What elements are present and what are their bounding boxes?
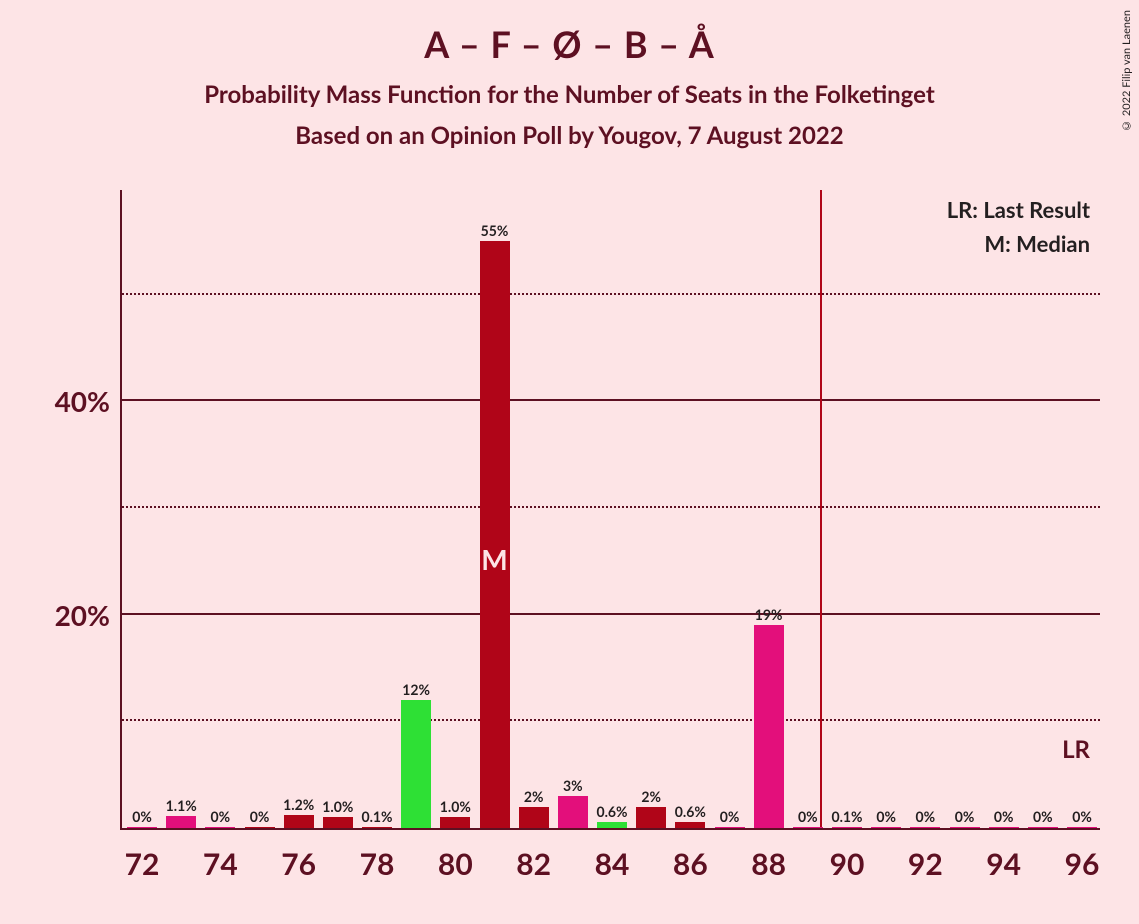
bar: 0% — [127, 827, 157, 828]
bar: 12% — [401, 700, 431, 828]
x-axis-label: 88 — [751, 846, 786, 882]
x-axis-label: 96 — [1065, 846, 1100, 882]
bar: 2% — [636, 807, 666, 828]
last-result-line — [820, 190, 822, 828]
last-result-marker: LR — [1062, 735, 1090, 764]
bar-value-label: 0% — [798, 808, 818, 825]
x-axis-label: 92 — [908, 846, 943, 882]
bar-value-label: 0% — [994, 808, 1014, 825]
bar-value-label: 1.0% — [322, 798, 353, 815]
bar-value-label: 0% — [916, 808, 936, 825]
bar-value-label: 0% — [132, 808, 152, 825]
chart-area: LR: Last Result M: Median 20%40%72747678… — [110, 190, 1110, 830]
x-axis-label: 72 — [125, 846, 160, 882]
bar-value-label: 19% — [755, 606, 783, 623]
bar-value-label: 0% — [876, 808, 896, 825]
bar-value-label: 1.1% — [166, 797, 197, 814]
y-axis-label: 20% — [55, 598, 110, 632]
x-axis-label: 76 — [281, 846, 316, 882]
bar-value-label: 0.1% — [361, 808, 392, 825]
bar: 0% — [205, 827, 235, 828]
bar: 3% — [558, 796, 588, 828]
bar: 0% — [910, 827, 940, 828]
grid-major — [122, 399, 1100, 401]
legend-m: M: Median — [984, 230, 1090, 257]
bar-value-label: 0% — [1033, 808, 1053, 825]
bar: 19% — [754, 625, 784, 828]
bar-value-label: 0.1% — [831, 808, 862, 825]
bar-value-label: 12% — [402, 681, 430, 698]
bar: 0% — [950, 827, 980, 828]
median-marker: M — [481, 542, 507, 576]
grid-minor — [122, 506, 1100, 508]
grid-minor — [122, 293, 1100, 295]
bar: 0% — [871, 827, 901, 828]
x-axis-label: 90 — [830, 846, 865, 882]
bar: 1.1% — [166, 816, 196, 828]
chart-title: A – F – Ø – B – Å — [0, 0, 1139, 66]
bar: 0.1% — [832, 827, 862, 828]
bar-value-label: 0% — [1072, 808, 1092, 825]
x-axis-label: 84 — [595, 846, 630, 882]
bar-value-label: 1.2% — [283, 796, 314, 813]
bar: 1.2% — [284, 815, 314, 828]
x-axis-label: 94 — [986, 846, 1021, 882]
grid-minor — [122, 719, 1100, 721]
bar-value-label: 1.0% — [440, 798, 471, 815]
bar: 0% — [1028, 827, 1058, 828]
plot-region: LR: Last Result M: Median 20%40%72747678… — [120, 190, 1100, 830]
x-axis-label: 78 — [360, 846, 395, 882]
bar-value-label: 0.6% — [675, 803, 706, 820]
bar: 0% — [989, 827, 1019, 828]
bar: 55%M — [480, 241, 510, 828]
bar-value-label: 0% — [211, 808, 231, 825]
bar: 0.1% — [362, 827, 392, 828]
bar: 0% — [793, 827, 823, 828]
grid-major — [122, 613, 1100, 615]
bar-value-label: 0% — [250, 808, 270, 825]
bar: 0% — [1067, 827, 1097, 828]
bar: 0% — [715, 827, 745, 828]
x-axis-label: 74 — [203, 846, 238, 882]
x-axis-label: 80 — [438, 846, 473, 882]
bar-value-label: 55% — [481, 222, 509, 239]
chart-subtitle-2: Based on an Opinion Poll by Yougov, 7 Au… — [0, 121, 1139, 150]
bar-value-label: 0.6% — [596, 803, 627, 820]
bar: 2% — [519, 807, 549, 828]
bar: 0.6% — [675, 822, 705, 828]
bar: 0% — [245, 827, 275, 828]
bar-value-label: 0% — [955, 808, 975, 825]
bar: 0.6% — [597, 822, 627, 828]
chart-subtitle: Probability Mass Function for the Number… — [0, 80, 1139, 109]
x-axis-label: 86 — [673, 846, 708, 882]
bar-value-label: 3% — [563, 777, 583, 794]
bar: 1.0% — [323, 817, 353, 828]
legend-lr: LR: Last Result — [947, 196, 1090, 223]
bar-value-label: 2% — [524, 788, 544, 805]
y-axis-label: 40% — [55, 384, 110, 418]
x-axis-label: 82 — [516, 846, 551, 882]
bar-value-label: 0% — [720, 808, 740, 825]
bar-value-label: 2% — [641, 788, 661, 805]
copyright-text: © 2022 Filip van Laenen — [1120, 10, 1133, 132]
bar: 1.0% — [440, 817, 470, 828]
